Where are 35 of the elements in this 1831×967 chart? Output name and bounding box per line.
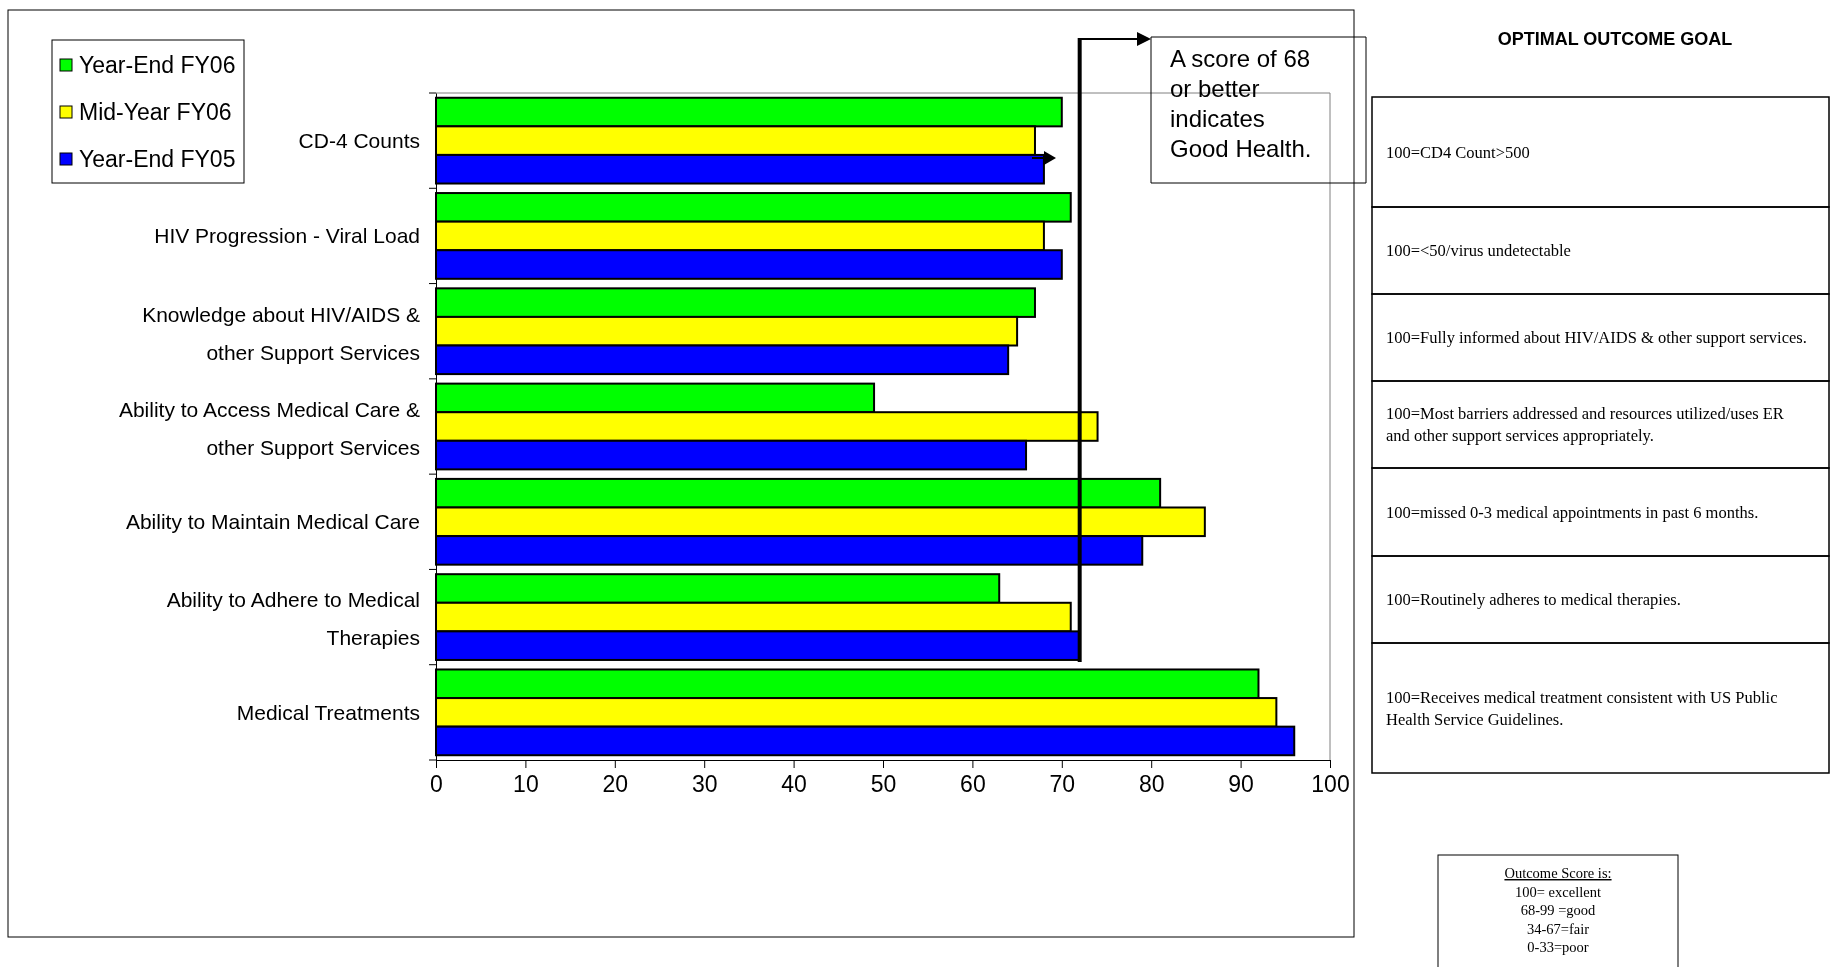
legend-label: Year-End FY06 bbox=[79, 52, 236, 79]
y-tick-label: HIV Progression - Viral Load bbox=[154, 224, 420, 248]
legend-label: Year-End FY05 bbox=[79, 146, 236, 173]
text: 68-99 =good bbox=[1520, 902, 1597, 918]
x-tick-label: 30 bbox=[691, 770, 718, 797]
text: Outcome Score is: bbox=[1504, 865, 1612, 881]
text: 100= excellent bbox=[1515, 883, 1601, 900]
x-tick-label: 0 bbox=[430, 770, 443, 797]
text: 100=Receives medical treatment consistent with US Public Health Service Guidelines. bbox=[1386, 687, 1778, 729]
annotation: A score of 68 or better indicates Good Health. bbox=[1170, 45, 1312, 162]
x-tick-label: 100 bbox=[1311, 770, 1350, 797]
x-tick-label: 70 bbox=[1049, 770, 1076, 797]
text: 100=Most barriers addressed and resources utilized/uses ER and other support services appropriately. bbox=[1386, 404, 1784, 446]
x-tick-label: 50 bbox=[870, 770, 897, 797]
text: 0-33=poor bbox=[1527, 939, 1589, 955]
text: OPTIMAL OUTCOME GOAL bbox=[1497, 29, 1733, 49]
y-tick-label: Knowledge about HIV/AIDS & other Support Services bbox=[142, 302, 420, 364]
y-tick-label: CD-4 Counts bbox=[298, 128, 420, 152]
x-tick-label: 10 bbox=[513, 770, 539, 797]
y-tick-label: Medical Treatments bbox=[236, 700, 420, 724]
x-tick-label: 60 bbox=[960, 770, 986, 797]
text: 100=missed 0-3 medical appointments in past 6 months. bbox=[1386, 502, 1759, 522]
text: 100=CD4 Count>500 bbox=[1386, 142, 1530, 162]
x-tick-label: 80 bbox=[1138, 770, 1165, 797]
text: 100=Fully informed about HIV/AIDS & other support services. bbox=[1386, 328, 1807, 348]
x-tick-label: 20 bbox=[602, 770, 629, 797]
y-tick-label: Ability to Maintain Medical Care bbox=[125, 510, 420, 534]
x-tick-label: 40 bbox=[781, 770, 807, 797]
legend-label: Mid-Year FY06 bbox=[79, 99, 232, 126]
text: 34-67=fair bbox=[1526, 920, 1590, 937]
text: 100=<50/virus undetectable bbox=[1386, 241, 1571, 261]
y-tick-label: Ability to Access Medical Care & other Support Services bbox=[118, 397, 420, 459]
x-tick-label: 90 bbox=[1228, 770, 1254, 797]
text: 100=Routinely adheres to medical therapies. bbox=[1386, 590, 1681, 610]
y-tick-label: Ability to Adhere to Medical Therapies bbox=[166, 588, 420, 650]
